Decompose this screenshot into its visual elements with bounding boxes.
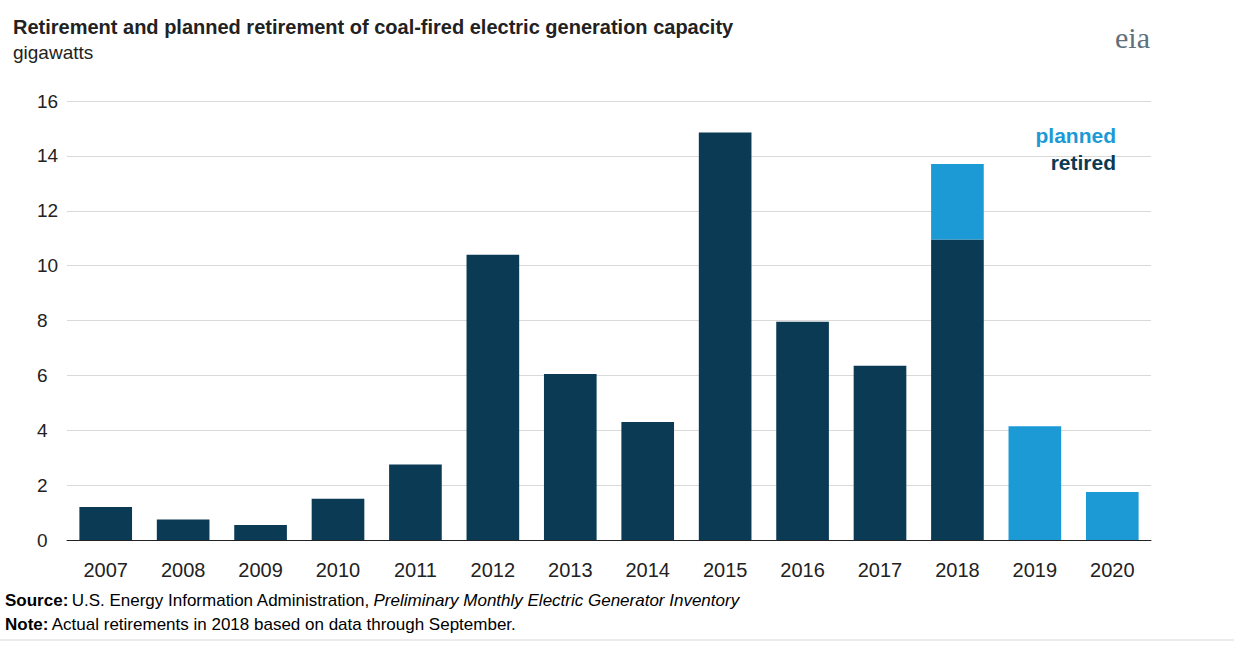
svg-text:2015: 2015 [703, 559, 748, 581]
svg-text:14: 14 [37, 145, 59, 166]
svg-text:gigawatts: gigawatts [13, 42, 93, 63]
svg-text:2016: 2016 [780, 559, 825, 581]
svg-text:Retirement and planned retirem: Retirement and planned retirement of coa… [13, 16, 734, 38]
svg-text:4: 4 [37, 420, 48, 441]
svg-text:2018: 2018 [935, 559, 980, 581]
svg-text:8: 8 [37, 310, 48, 331]
svg-text:retired: retired [1051, 151, 1116, 174]
svg-text:Source:: Source: [5, 591, 68, 610]
svg-text:12: 12 [37, 200, 58, 221]
svg-text:Note:: Note: [5, 615, 48, 634]
svg-text:2019: 2019 [1013, 559, 1058, 581]
svg-text:6: 6 [37, 365, 48, 386]
svg-text:2011: 2011 [394, 559, 437, 581]
svg-text:2008: 2008 [161, 559, 206, 581]
svg-text:Preliminary Monthly Electric G: Preliminary Monthly Electric Generator I… [374, 591, 741, 610]
svg-text:2010: 2010 [316, 559, 361, 581]
svg-text:10: 10 [37, 255, 58, 276]
svg-text:2: 2 [37, 475, 48, 496]
svg-text:2012: 2012 [471, 559, 515, 581]
svg-text:2009: 2009 [238, 559, 283, 581]
svg-text:2014: 2014 [625, 559, 670, 581]
svg-text:U.S. Energy Information Admini: U.S. Energy Information Administration, [72, 591, 370, 610]
svg-text:16: 16 [37, 91, 58, 112]
svg-text:2007: 2007 [83, 559, 128, 581]
svg-text:planned: planned [1035, 124, 1116, 147]
svg-text:2020: 2020 [1090, 559, 1135, 581]
svg-text:eia: eia [1115, 21, 1150, 54]
svg-text:Actual retirements in 2018 bas: Actual retirements in 2018 based on data… [52, 615, 516, 634]
svg-text:2013: 2013 [548, 559, 593, 581]
svg-text:0: 0 [37, 530, 48, 551]
svg-text:2017: 2017 [858, 559, 903, 581]
